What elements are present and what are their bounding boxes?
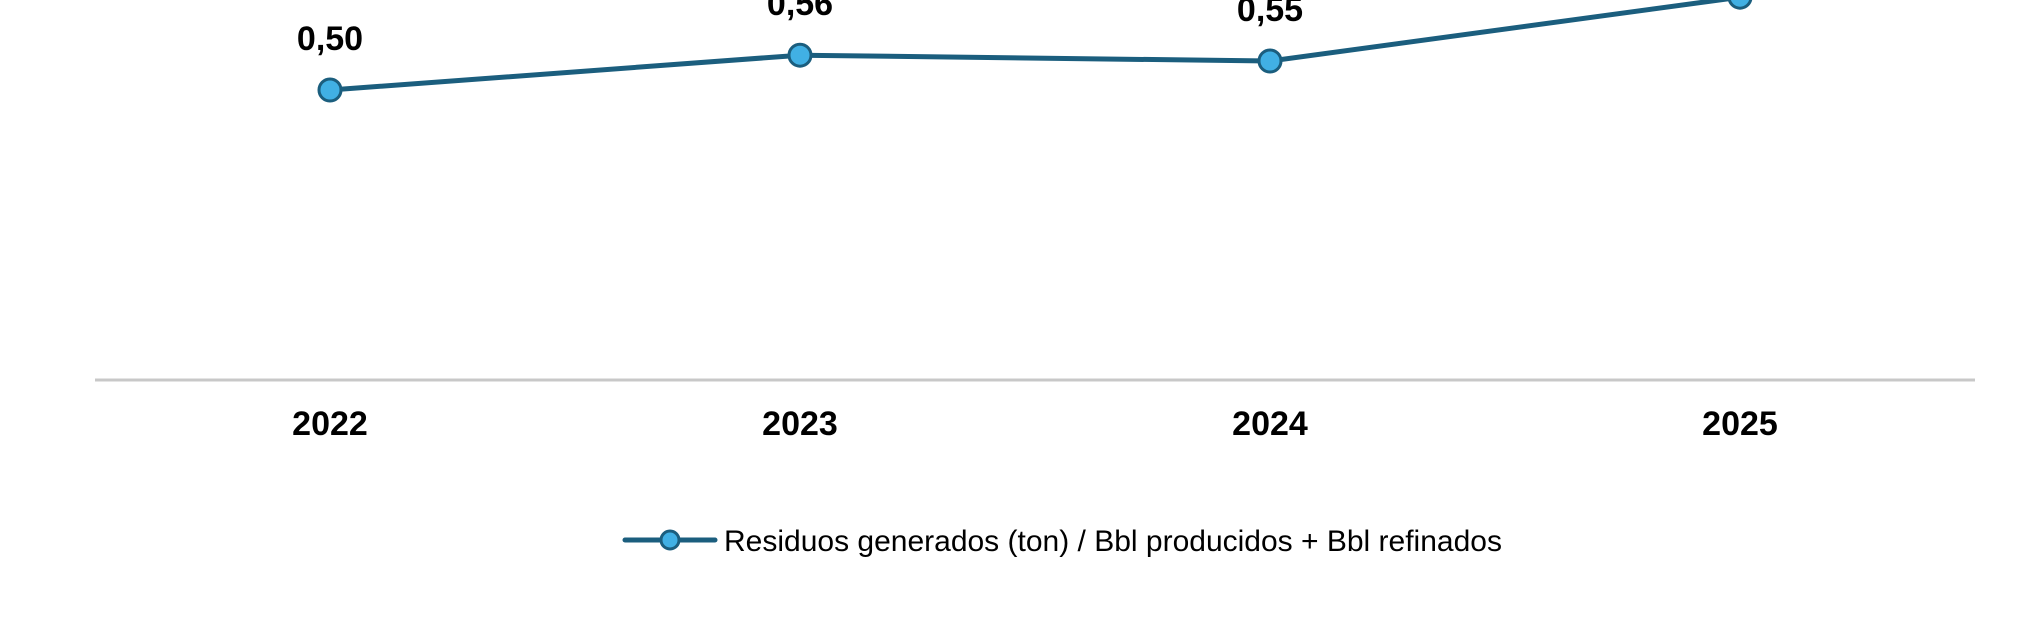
x-tick-label: 2024 [1232,405,1308,443]
data-point-marker [317,77,343,103]
data-label: 0,50 [297,20,363,58]
x-tick-layer: 2022 2023 2024 2025 [292,405,1778,443]
data-point-marker [787,42,813,68]
legend-marker-swatch [659,529,681,551]
data-label: 0,56 [767,0,833,23]
data-point-marker [1257,48,1283,74]
legend: Residuos generados (ton) / Bbl producido… [622,525,1502,558]
data-point-marker [1727,0,1753,10]
series-line [329,0,1738,93]
x-tick-label: 2025 [1702,405,1778,443]
x-tick-label: 2022 [292,405,368,443]
legend-series-label: Residuos generados (ton) / Bbl producido… [724,525,1502,558]
data-label-layer: 0,500,560,550,66 [297,0,1303,58]
series-layer [317,0,1753,103]
data-label: 0,55 [1237,0,1303,29]
x-tick-label: 2023 [762,405,838,443]
